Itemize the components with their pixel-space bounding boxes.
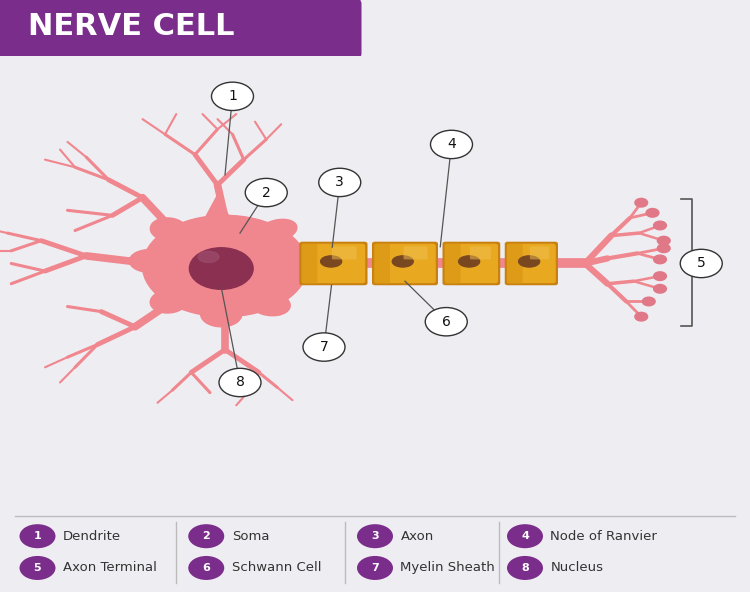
- FancyBboxPatch shape: [445, 244, 498, 283]
- Text: Myelin Sheath: Myelin Sheath: [400, 561, 495, 574]
- Circle shape: [425, 307, 467, 336]
- Text: Node of Ranvier: Node of Ranvier: [550, 530, 657, 543]
- Text: 5: 5: [34, 563, 41, 573]
- Ellipse shape: [189, 248, 253, 289]
- Circle shape: [653, 285, 666, 293]
- Text: 6: 6: [442, 315, 451, 329]
- FancyBboxPatch shape: [470, 246, 491, 259]
- Ellipse shape: [357, 556, 393, 580]
- Ellipse shape: [20, 524, 56, 548]
- Text: Soma: Soma: [232, 530, 269, 543]
- Text: Nucleus: Nucleus: [550, 561, 604, 574]
- Circle shape: [211, 82, 254, 111]
- Text: Dendrite: Dendrite: [63, 530, 122, 543]
- Text: 2: 2: [202, 531, 210, 541]
- Circle shape: [653, 221, 666, 230]
- Circle shape: [653, 272, 666, 281]
- FancyBboxPatch shape: [332, 246, 357, 259]
- FancyBboxPatch shape: [506, 243, 523, 284]
- Text: 6: 6: [202, 563, 210, 573]
- Ellipse shape: [20, 556, 56, 580]
- FancyBboxPatch shape: [530, 246, 550, 259]
- Ellipse shape: [458, 256, 480, 267]
- FancyBboxPatch shape: [374, 244, 436, 283]
- Circle shape: [303, 333, 345, 361]
- Circle shape: [219, 368, 261, 397]
- Ellipse shape: [188, 524, 224, 548]
- Text: 8: 8: [236, 375, 244, 390]
- Text: 7: 7: [320, 340, 328, 354]
- Circle shape: [319, 168, 361, 197]
- Text: 3: 3: [335, 175, 344, 189]
- Text: 1: 1: [228, 89, 237, 104]
- Ellipse shape: [250, 292, 290, 316]
- Text: 8: 8: [521, 563, 529, 573]
- FancyBboxPatch shape: [404, 246, 427, 259]
- FancyBboxPatch shape: [505, 242, 558, 285]
- FancyBboxPatch shape: [444, 243, 460, 284]
- Text: NERVE CELL: NERVE CELL: [28, 12, 235, 41]
- Text: 2: 2: [262, 185, 271, 200]
- Ellipse shape: [150, 218, 188, 241]
- Circle shape: [646, 208, 658, 217]
- Circle shape: [430, 130, 472, 159]
- Circle shape: [245, 178, 287, 207]
- Ellipse shape: [281, 250, 326, 278]
- Polygon shape: [202, 195, 232, 223]
- Circle shape: [634, 198, 647, 207]
- Ellipse shape: [357, 524, 393, 548]
- Text: 3: 3: [371, 531, 379, 541]
- Text: Axon Terminal: Axon Terminal: [63, 561, 157, 574]
- FancyBboxPatch shape: [299, 242, 368, 285]
- FancyBboxPatch shape: [301, 243, 317, 284]
- Ellipse shape: [321, 256, 341, 267]
- Ellipse shape: [129, 250, 170, 272]
- Text: 4: 4: [521, 531, 529, 541]
- Ellipse shape: [507, 556, 543, 580]
- FancyBboxPatch shape: [442, 242, 500, 285]
- Circle shape: [680, 249, 722, 278]
- Ellipse shape: [142, 215, 308, 317]
- Ellipse shape: [201, 301, 242, 327]
- Circle shape: [657, 244, 670, 253]
- Text: 5: 5: [697, 256, 706, 271]
- Ellipse shape: [519, 256, 540, 267]
- Text: Schwann Cell: Schwann Cell: [232, 561, 321, 574]
- Text: 7: 7: [371, 563, 379, 573]
- Ellipse shape: [198, 252, 219, 262]
- Ellipse shape: [150, 219, 300, 313]
- Text: Axon: Axon: [400, 530, 433, 543]
- Circle shape: [634, 313, 647, 321]
- FancyBboxPatch shape: [302, 244, 365, 283]
- Ellipse shape: [150, 290, 188, 313]
- FancyBboxPatch shape: [0, 0, 362, 60]
- Circle shape: [657, 236, 670, 245]
- Text: 1: 1: [34, 531, 41, 541]
- Ellipse shape: [507, 524, 543, 548]
- Circle shape: [642, 297, 656, 305]
- Circle shape: [653, 255, 666, 263]
- FancyBboxPatch shape: [507, 244, 556, 283]
- FancyBboxPatch shape: [374, 243, 390, 284]
- Ellipse shape: [188, 556, 224, 580]
- Ellipse shape: [258, 220, 297, 242]
- FancyBboxPatch shape: [372, 242, 438, 285]
- Ellipse shape: [392, 256, 413, 267]
- Text: 4: 4: [447, 137, 456, 152]
